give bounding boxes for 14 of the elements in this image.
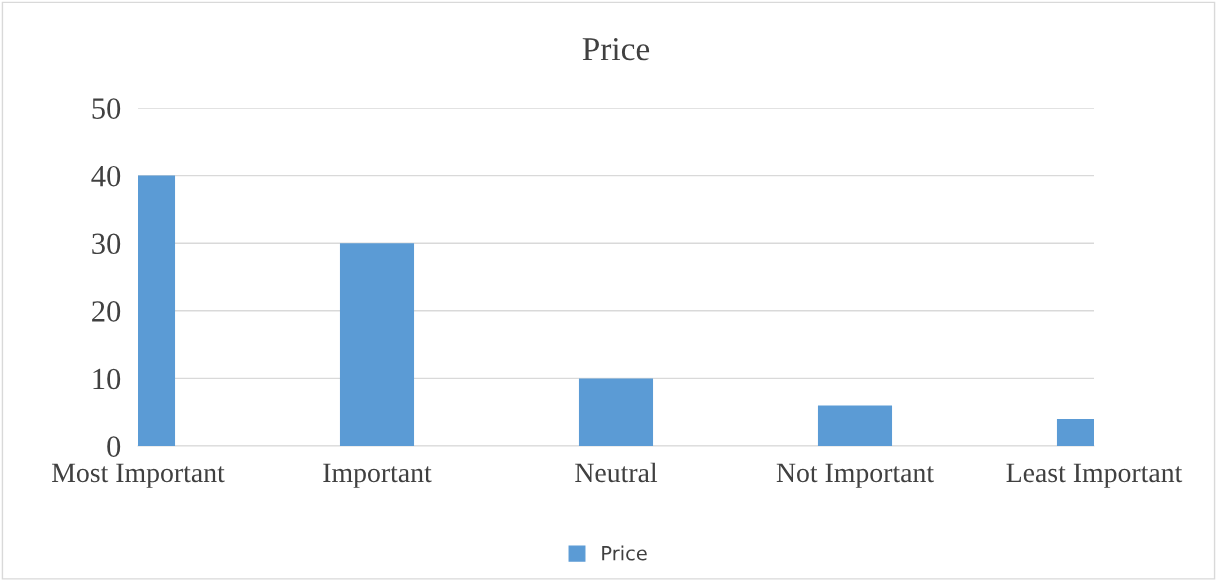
y-tick-label: 20	[92, 301, 121, 322]
x-tick-label: Least Important	[1006, 463, 1183, 488]
x-tick-label: Not Important	[776, 463, 934, 488]
chart-title: Price	[582, 37, 650, 61]
x-tick-label: Important	[323, 463, 432, 488]
bar	[578, 378, 654, 446]
y-tick-label: 40	[91, 165, 121, 187]
x-tick-label: Neutral	[575, 462, 658, 483]
y-tick-label: 30	[92, 233, 121, 255]
x-tick-label: Most Important	[52, 463, 225, 488]
y-tick-label: 10	[93, 368, 121, 390]
y-tick-label: 50	[92, 98, 121, 119]
legend-label: Price	[602, 545, 647, 561]
y-tick-label: 0	[107, 436, 121, 457]
